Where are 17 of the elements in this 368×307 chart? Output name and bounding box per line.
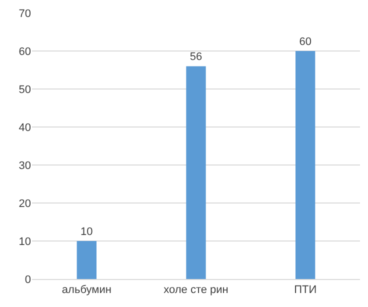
y-tick-label: 50 xyxy=(18,84,31,96)
x-tick-label: холе сте рин xyxy=(164,284,228,296)
bar xyxy=(295,51,316,279)
y-tick-label: 60 xyxy=(18,46,31,58)
y-tick-label: 20 xyxy=(18,198,31,210)
y-tick-label: 30 xyxy=(18,160,31,172)
bar xyxy=(76,241,97,279)
bar xyxy=(186,66,206,279)
x-tick-label: альбумин xyxy=(62,284,112,296)
data-label: 56 xyxy=(190,51,202,64)
x-tick-label: ПТИ xyxy=(294,284,317,296)
data-label: 60 xyxy=(299,36,312,48)
y-tick-label: 40 xyxy=(18,122,31,134)
y-tick-label: 70 xyxy=(18,8,31,20)
y-tick-label: 0 xyxy=(24,274,31,286)
data-label: 10 xyxy=(80,226,93,238)
y-tick-label: 10 xyxy=(18,236,31,248)
